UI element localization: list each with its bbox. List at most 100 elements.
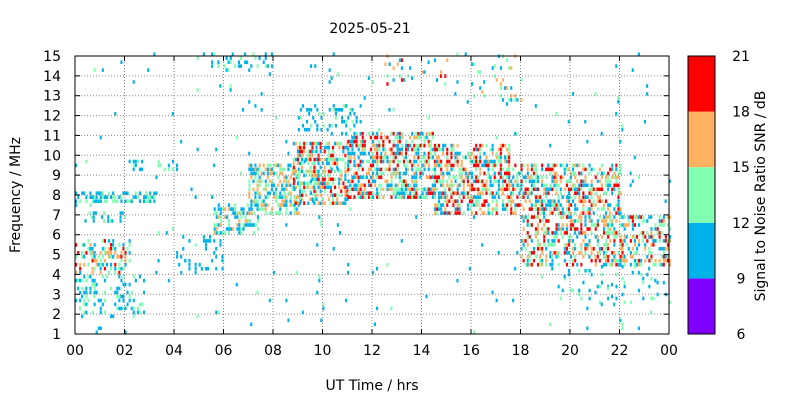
heatmap-cell (522, 175, 525, 180)
heatmap-cell (114, 195, 117, 199)
heatmap-cell (431, 135, 434, 140)
heatmap-cell (122, 294, 125, 299)
heatmap-cell (640, 262, 643, 267)
heatmap-cell (557, 183, 560, 188)
heatmap-cell (522, 207, 525, 211)
heatmap-cell (103, 258, 106, 263)
heatmap-cell (627, 223, 630, 227)
heatmap-cell (336, 201, 339, 205)
heatmap-cell (176, 167, 179, 172)
heatmap-cell (423, 187, 426, 192)
heatmap-cell (574, 171, 577, 176)
heatmap-cell (361, 135, 364, 140)
x-tick-label: 02 (116, 343, 134, 359)
heatmap-cell (563, 231, 566, 235)
heatmap-cell (128, 199, 131, 203)
heatmap-cell (301, 161, 304, 166)
heatmap-cell (256, 183, 259, 188)
heatmap-cell (658, 235, 661, 239)
heatmap-cell (646, 84, 649, 88)
heatmap-cell (664, 239, 667, 243)
heatmap-cell (493, 74, 496, 78)
heatmap-cell (475, 167, 478, 172)
heatmap-cell (631, 270, 634, 275)
heatmap-cell (607, 284, 610, 289)
heatmap-cell (598, 187, 601, 192)
heatmap-cell (543, 199, 546, 203)
heatmap-cell (89, 251, 92, 255)
heatmap-cell (376, 266, 379, 271)
heatmap-cell (646, 239, 649, 243)
heatmap-cell (382, 159, 385, 164)
heatmap-cell (483, 80, 486, 84)
heatmap-cell (549, 143, 552, 148)
heatmap-cell (668, 227, 671, 231)
heatmap-cell (607, 187, 610, 192)
heatmap-cell (466, 175, 469, 180)
heatmap-cell (520, 78, 523, 82)
heatmap-cell (250, 322, 253, 327)
heatmap-cell (415, 187, 418, 192)
heatmap-cell (227, 68, 230, 72)
heatmap-cell (588, 239, 591, 243)
heatmap-cell (547, 203, 550, 207)
heatmap-cell (598, 179, 601, 184)
heatmap-cell (619, 207, 622, 211)
heatmap-cell (303, 127, 306, 132)
heatmap-cell (427, 116, 430, 120)
heatmap-cell (349, 139, 352, 144)
heatmap-cell (576, 207, 579, 211)
y-tick-label: 10 (43, 148, 61, 164)
heatmap-cell (396, 135, 399, 140)
heatmap-cell (367, 179, 370, 184)
heatmap-cell (357, 175, 360, 180)
heatmap-cell (319, 141, 322, 146)
heatmap-cell (219, 239, 222, 243)
heatmap-cell (325, 157, 328, 162)
heatmap-cell (466, 100, 469, 104)
heatmap-cell (582, 183, 585, 188)
heatmap-cell (242, 223, 245, 227)
heatmap-cell (582, 231, 585, 235)
heatmap-cell (200, 266, 203, 271)
heatmap-cell (541, 262, 544, 267)
heatmap-cell (561, 223, 564, 227)
heatmap-cell (87, 247, 90, 251)
heatmap-cell (157, 231, 160, 235)
heatmap-cell (176, 251, 179, 255)
heatmap-cell (590, 203, 593, 207)
heatmap-cell (400, 179, 403, 184)
heatmap-cell (555, 227, 558, 231)
heatmap-cell (417, 163, 420, 168)
heatmap-cell (217, 64, 220, 68)
heatmap-cell (489, 159, 492, 164)
heatmap-cell (543, 231, 546, 235)
heatmap-cell (493, 175, 496, 180)
x-tick-label: 22 (611, 343, 629, 359)
heatmap-cell (250, 163, 253, 168)
heatmap-cell (590, 219, 593, 223)
heatmap-cell (545, 187, 548, 192)
heatmap-cell (588, 171, 591, 176)
heatmap-cell (611, 219, 614, 223)
heatmap-cell (118, 255, 121, 259)
heatmap-cell (520, 239, 523, 243)
heatmap-cell (596, 199, 599, 203)
heatmap-cell (355, 119, 358, 124)
heatmap-cell (567, 215, 570, 219)
heatmap-cell (75, 255, 78, 259)
heatmap-cell (402, 155, 405, 160)
heatmap-cell (528, 223, 531, 227)
heatmap-cell (444, 211, 447, 215)
heatmap-cell (310, 179, 313, 184)
heatmap-cell (79, 199, 82, 203)
heatmap-cell (75, 270, 78, 275)
heatmap-cell (292, 185, 295, 190)
heatmap-cell (240, 207, 243, 211)
heatmap-cell (448, 171, 451, 176)
heatmap-cell (530, 251, 533, 255)
heatmap-cell (491, 183, 494, 188)
heatmap-cell (347, 116, 350, 120)
heatmap-cell (440, 211, 443, 215)
heatmap-cell (516, 171, 519, 176)
